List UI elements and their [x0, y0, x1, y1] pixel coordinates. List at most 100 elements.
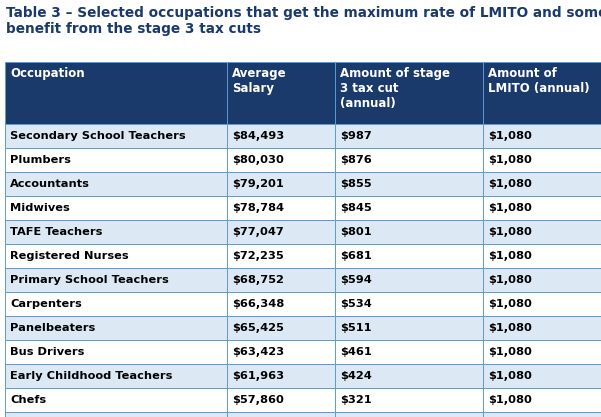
- Bar: [335, 268, 483, 292]
- Text: $321: $321: [340, 395, 371, 405]
- Bar: [483, 412, 601, 417]
- Bar: [5, 340, 227, 364]
- Text: Midwives: Midwives: [10, 203, 70, 213]
- Text: $1,080: $1,080: [488, 251, 532, 261]
- Bar: [483, 388, 601, 412]
- Text: $66,348: $66,348: [232, 299, 284, 309]
- Text: $855: $855: [340, 179, 371, 189]
- Text: $84,493: $84,493: [232, 131, 284, 141]
- Bar: [5, 220, 227, 244]
- Text: Secondary School Teachers: Secondary School Teachers: [10, 131, 186, 141]
- Text: Primary School Teachers: Primary School Teachers: [10, 275, 169, 285]
- Bar: [483, 124, 601, 148]
- Bar: [335, 292, 483, 316]
- Bar: [5, 244, 227, 268]
- Bar: [335, 220, 483, 244]
- Bar: [483, 62, 601, 124]
- Bar: [335, 196, 483, 220]
- Text: $79,201: $79,201: [232, 179, 284, 189]
- Bar: [335, 388, 483, 412]
- Bar: [227, 292, 335, 316]
- Bar: [227, 172, 335, 196]
- Bar: [5, 196, 227, 220]
- Text: $1,080: $1,080: [488, 155, 532, 165]
- Bar: [483, 148, 601, 172]
- Text: Plumbers: Plumbers: [10, 155, 71, 165]
- Bar: [5, 412, 227, 417]
- Text: $594: $594: [340, 275, 372, 285]
- Bar: [483, 244, 601, 268]
- Text: Table 3 – Selected occupations that get the maximum rate of LMITO and some: Table 3 – Selected occupations that get …: [6, 6, 601, 20]
- Text: $72,235: $72,235: [232, 251, 284, 261]
- Bar: [483, 268, 601, 292]
- Bar: [5, 364, 227, 388]
- Bar: [227, 196, 335, 220]
- Text: $61,963: $61,963: [232, 371, 284, 381]
- Bar: [227, 388, 335, 412]
- Bar: [5, 62, 227, 124]
- Text: Average
Salary: Average Salary: [232, 67, 287, 95]
- Text: $1,080: $1,080: [488, 227, 532, 237]
- Text: $68,752: $68,752: [232, 275, 284, 285]
- Text: $77,047: $77,047: [232, 227, 284, 237]
- Text: Amount of stage
3 tax cut
(annual): Amount of stage 3 tax cut (annual): [340, 67, 450, 110]
- Bar: [483, 196, 601, 220]
- Bar: [335, 316, 483, 340]
- Bar: [483, 364, 601, 388]
- Text: TAFE Teachers: TAFE Teachers: [10, 227, 102, 237]
- Bar: [483, 220, 601, 244]
- Bar: [335, 364, 483, 388]
- Text: $1,080: $1,080: [488, 203, 532, 213]
- Bar: [227, 148, 335, 172]
- Bar: [335, 172, 483, 196]
- Bar: [483, 316, 601, 340]
- Text: $80,030: $80,030: [232, 155, 284, 165]
- Text: $1,080: $1,080: [488, 131, 532, 141]
- Text: $1,080: $1,080: [488, 299, 532, 309]
- Text: Bus Drivers: Bus Drivers: [10, 347, 84, 357]
- Bar: [335, 148, 483, 172]
- Text: $57,860: $57,860: [232, 395, 284, 405]
- Bar: [335, 244, 483, 268]
- Bar: [335, 62, 483, 124]
- Text: $424: $424: [340, 371, 372, 381]
- Bar: [227, 340, 335, 364]
- Bar: [5, 268, 227, 292]
- Text: $78,784: $78,784: [232, 203, 284, 213]
- Text: $845: $845: [340, 203, 372, 213]
- Bar: [227, 124, 335, 148]
- Bar: [5, 172, 227, 196]
- Bar: [5, 124, 227, 148]
- Bar: [227, 220, 335, 244]
- Text: Panelbeaters: Panelbeaters: [10, 323, 95, 333]
- Text: $1,080: $1,080: [488, 395, 532, 405]
- Bar: [483, 340, 601, 364]
- Bar: [5, 148, 227, 172]
- Bar: [227, 268, 335, 292]
- Text: $511: $511: [340, 323, 371, 333]
- Text: $461: $461: [340, 347, 372, 357]
- Text: $876: $876: [340, 155, 372, 165]
- Bar: [335, 340, 483, 364]
- Text: Carpenters: Carpenters: [10, 299, 82, 309]
- Bar: [227, 316, 335, 340]
- Bar: [335, 124, 483, 148]
- Text: Early Childhood Teachers: Early Childhood Teachers: [10, 371, 172, 381]
- Bar: [227, 412, 335, 417]
- Text: Occupation: Occupation: [10, 67, 85, 80]
- Text: benefit from the stage 3 tax cuts: benefit from the stage 3 tax cuts: [6, 22, 261, 36]
- Bar: [5, 292, 227, 316]
- Bar: [483, 172, 601, 196]
- Text: $801: $801: [340, 227, 371, 237]
- Text: Chefs: Chefs: [10, 395, 46, 405]
- Text: Registered Nurses: Registered Nurses: [10, 251, 129, 261]
- Text: $987: $987: [340, 131, 372, 141]
- Text: $63,423: $63,423: [232, 347, 284, 357]
- Text: $1,080: $1,080: [488, 347, 532, 357]
- Bar: [227, 62, 335, 124]
- Bar: [227, 244, 335, 268]
- Bar: [5, 388, 227, 412]
- Bar: [335, 412, 483, 417]
- Text: Accountants: Accountants: [10, 179, 90, 189]
- Text: $1,080: $1,080: [488, 275, 532, 285]
